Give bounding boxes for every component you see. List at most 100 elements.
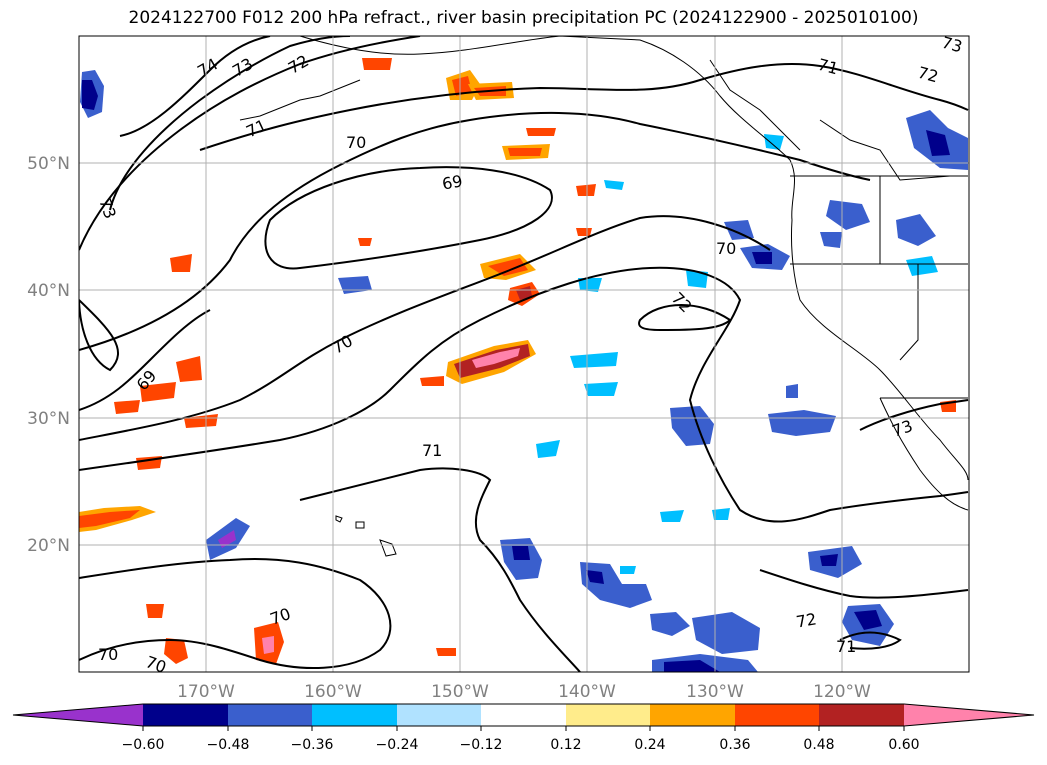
contour-70-mid [79,215,771,441]
lat-tick: 40°N [27,281,70,301]
contour-69-west [79,309,211,411]
neg-patch [752,252,772,264]
contour-72-se [759,569,969,599]
lon-tick: 170°W [177,682,235,702]
contour-72-east [638,304,732,332]
neg-patch [926,130,950,156]
colorbar-tick-label: −0.24 [376,737,419,753]
lon-tick: 160°W [304,682,362,702]
island [355,521,365,529]
pos-patch [488,258,528,276]
neg-patch [764,134,784,150]
neg-patch [604,180,624,190]
map-frame [78,35,970,673]
neg-patch [692,612,760,654]
neg-patch [664,660,720,672]
graticule [79,36,969,672]
contour-label: 70 [143,652,169,677]
neg-patch [586,570,604,584]
neg-patch [578,278,602,292]
pos-patch [164,638,188,664]
map-title: 2024122700 F012 200 hPa refract., river … [128,8,919,28]
colorbar-bin [481,704,566,726]
colorbar-bin [312,704,397,726]
neg-patch [854,610,882,630]
lon-tick-labels: 170°W 160°W 150°W 140°W 130°W 120°W [177,682,871,702]
pos-patch [576,184,596,196]
contour-label: 72 [916,63,941,87]
neg-patch [686,270,708,288]
contour-label: 70 [98,645,118,664]
pos-patch [508,148,542,156]
neg-patch [712,508,730,520]
lat-tick: 50°N [27,154,70,174]
contour-label: 71 [816,55,841,79]
colorbar-tick-label: −0.48 [207,737,250,753]
refractivity-contours [79,36,969,672]
pos-patch [176,356,202,382]
lat-tick: 30°N [27,409,70,429]
pos-patch [420,376,444,386]
lon-tick: 140°W [558,682,616,702]
colorbar-bin [566,704,650,726]
pos-patch [358,238,372,246]
island [379,539,397,557]
colorbar-tick-label: 0.36 [719,737,750,753]
contour-72 [79,36,421,251]
neg-patch [724,220,754,240]
neg-patch [218,530,236,548]
neg-patch [82,80,98,110]
colorbar-extend-high [904,704,1034,726]
pos-patch [79,510,140,528]
neg-patch [896,214,936,246]
colorbar-bin [228,704,312,726]
neg-patch [826,200,870,230]
contour-label: 71 [422,441,442,460]
colorbar: −0.60 −0.48 −0.36 −0.24 −0.12 0.12 0.24 … [12,703,1035,753]
pos-patch [472,348,520,368]
pos-patch [140,382,176,402]
coastlines [79,36,969,557]
contour-71-south [79,266,969,523]
pos-patch [146,604,164,618]
colorbar-tick-label: 0.12 [550,737,581,753]
baja [879,397,969,511]
pos-patch [170,254,192,272]
contour-71-southwest [299,467,581,672]
contour-71-se [839,631,902,650]
neg-patch [906,256,938,276]
island [335,515,343,523]
neg-patch [650,612,690,636]
colorbar-tick-label: −0.60 [122,737,165,753]
lon-tick: 150°W [431,682,489,702]
colorbar-bin [735,704,819,726]
colorbar-bin [397,704,481,726]
colorbar-bin [819,704,904,726]
colorbar-tick-label: 0.24 [634,737,665,753]
neg-patch [768,410,836,436]
contour-70-north [79,111,871,351]
pos-patch [262,636,274,654]
colorbar-bin [143,704,228,726]
state-line [899,264,919,361]
pos-patch [452,76,472,96]
pos-patch [114,400,140,414]
neg-patch [512,546,530,560]
contour-71 [79,62,969,372]
neg-patch [786,384,798,398]
colorbar-bin [650,704,735,726]
pos-patch [362,58,392,70]
colorbar-extend-low [13,704,143,726]
neg-patch [820,232,842,248]
lat-tick: 20°N [27,536,70,556]
colorbar-tick-label: −0.12 [460,737,503,753]
contour-74 [119,36,271,137]
neg-patch [660,510,684,522]
precip-shading [79,58,968,672]
contour-73 [109,36,351,211]
pos-patch [526,128,556,136]
lon-tick: 120°W [813,682,871,702]
neg-patch [570,352,618,368]
contour-label: 69 [441,171,464,193]
